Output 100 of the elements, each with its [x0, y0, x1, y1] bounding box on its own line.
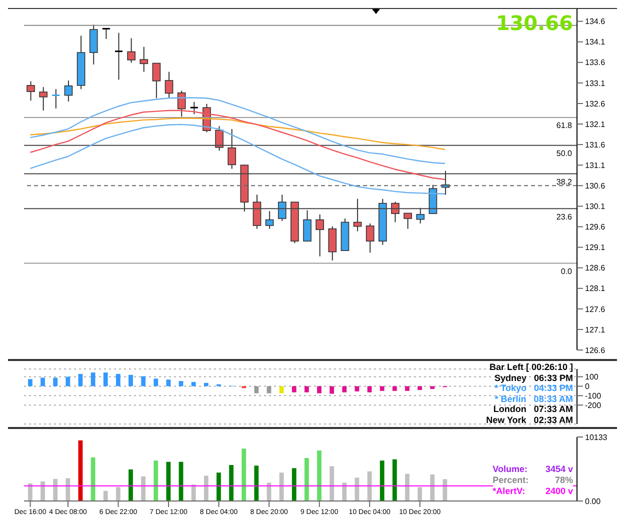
- candlestick: [89, 24, 98, 65]
- bar: [380, 460, 384, 501]
- bar: [430, 386, 435, 390]
- candlestick: [140, 46, 148, 72]
- bar: [254, 466, 259, 501]
- bar: [242, 448, 246, 501]
- bar: [128, 374, 133, 386]
- y-tick-label: 127.1: [585, 325, 606, 334]
- bar: [191, 484, 196, 501]
- annotation: 3454 v: [545, 464, 573, 475]
- bar: [342, 386, 347, 392]
- candlestick: [228, 128, 236, 170]
- bar: [380, 386, 384, 391]
- bar: [154, 460, 158, 501]
- bar: [330, 466, 334, 501]
- bar: [103, 372, 108, 386]
- y-tick-label: 100: [585, 372, 599, 382]
- bar: [204, 476, 208, 501]
- candlestick: [114, 32, 124, 80]
- y-tick-label: 133.1: [585, 78, 606, 88]
- candlestick: [64, 80, 73, 102]
- bar: [342, 482, 347, 501]
- y-tick-label: 128.6: [585, 264, 606, 273]
- y-tick-label: 130.1: [585, 202, 606, 212]
- bar: [304, 386, 309, 392]
- annotation: 23.6: [556, 212, 573, 222]
- y-tick-label: 132.1: [585, 120, 606, 129]
- candlestick: [164, 71, 174, 99]
- candlestick: [252, 194, 262, 230]
- candlestick: [127, 38, 136, 64]
- bar: [330, 386, 334, 394]
- annotation: 78%: [554, 475, 573, 486]
- bar: [216, 472, 221, 501]
- candlestick: [366, 222, 374, 254]
- bar: [266, 386, 272, 394]
- bar: [53, 378, 58, 386]
- annotation: London 07:33 AM: [492, 404, 573, 414]
- annotation: Percent:: [492, 475, 529, 486]
- candlestick: [303, 210, 312, 242]
- bar: [317, 386, 322, 394]
- annotation: Volume:: [492, 464, 528, 475]
- bar: [141, 476, 146, 501]
- candlestick: [51, 88, 60, 109]
- candlestick: [215, 126, 224, 152]
- bar: [254, 386, 259, 394]
- bar: [229, 465, 234, 501]
- candlestick: [26, 80, 35, 102]
- y-tick-label: 130.6: [585, 182, 606, 191]
- y-tick-label: 133.6: [585, 58, 606, 68]
- bar: [116, 487, 120, 501]
- bar: [418, 386, 422, 390]
- candlestick: [316, 214, 324, 257]
- bar: [430, 474, 435, 501]
- candlestick: [391, 201, 400, 223]
- bar: [354, 386, 360, 392]
- bar: [292, 468, 296, 501]
- candlestick: [39, 86, 48, 111]
- bar: [53, 478, 58, 501]
- y-tick-label: 128.1: [585, 284, 606, 294]
- y-tick-label: 0.00: [585, 496, 602, 506]
- annotation: 2400 v: [545, 486, 573, 497]
- y-tick-label: 126.6: [585, 346, 606, 355]
- bar: [154, 378, 158, 386]
- annotation: 61.8: [556, 121, 573, 130]
- annotation: * Berlin 08:33 AM: [494, 394, 573, 404]
- candlestick: [404, 212, 412, 230]
- bar: [279, 386, 284, 394]
- y-tick-label: -100: [585, 391, 602, 400]
- bar: [28, 483, 32, 501]
- bar: [279, 472, 284, 501]
- bar: [66, 376, 70, 386]
- bar: [40, 378, 45, 386]
- bar: [204, 382, 208, 386]
- bar: [405, 386, 410, 391]
- bar: [392, 386, 397, 391]
- annotation: * Tokyo 04:33 PM: [494, 383, 573, 394]
- bar: [116, 374, 120, 386]
- bar: [141, 376, 146, 386]
- annotation: 130.66: [496, 11, 573, 35]
- bar: [292, 386, 296, 392]
- bar: [166, 380, 171, 386]
- y-tick-label: 10133: [585, 432, 608, 442]
- annotation: 50.0: [556, 149, 573, 158]
- candlestick: [152, 62, 161, 99]
- candlestick: [190, 101, 199, 115]
- candlestick: [416, 207, 425, 224]
- y-tick-label: 0: [585, 382, 590, 392]
- bar: [304, 458, 309, 501]
- annotation: 0.0: [560, 266, 573, 276]
- bar: [191, 382, 196, 386]
- y-tick-label: -200: [585, 400, 602, 410]
- candlestick: [278, 194, 286, 222]
- annotation: Sydney 06:33 PM: [493, 372, 573, 383]
- y-tick-label: 132.6: [585, 99, 606, 108]
- y-tick-label: 129.6: [585, 222, 606, 232]
- bar: [418, 487, 422, 501]
- bar: [317, 450, 322, 501]
- bar: [367, 386, 372, 392]
- annotation: Bar Left [ 00:26:10 ]: [488, 362, 573, 372]
- bar: [40, 481, 45, 501]
